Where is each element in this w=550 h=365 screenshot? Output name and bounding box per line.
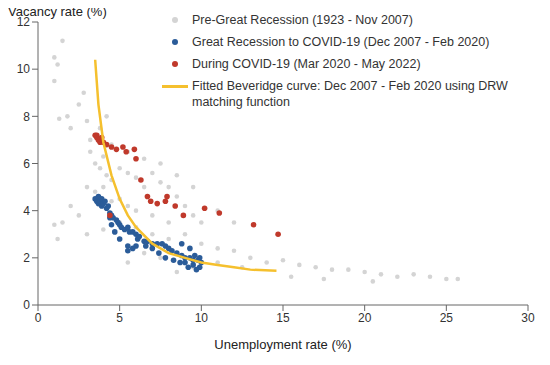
svg-text:Unemployment rate (%): Unemployment rate (%) <box>214 337 351 352</box>
svg-text:0: 0 <box>35 311 42 325</box>
html-text:During COVID-19 (Mar 2020 - Ma: During COVID-19 (Mar 2020 - May 2022) <box>192 57 421 71</box>
svg-text:2: 2 <box>23 251 30 265</box>
svg-text:25: 25 <box>440 311 454 325</box>
svg-text:10: 10 <box>195 311 209 325</box>
html-text:Pre-Great Recession (1923 - No: Pre-Great Recession (1923 - Nov 2007) <box>192 13 413 27</box>
html-text:Fitted Beveridge curve: Dec 20: Fitted Beveridge curve: Dec 2007 - Feb 2… <box>192 79 508 109</box>
svg-text:30: 30 <box>521 311 535 325</box>
svg-text:6: 6 <box>23 157 30 171</box>
svg-text:8: 8 <box>23 110 30 124</box>
html-text:Vacancy rate (%): Vacancy rate (%) <box>8 4 107 19</box>
html-text:Great Recession to COVID-19 (D: Great Recession to COVID-19 (Dec 2007 - … <box>192 35 490 49</box>
svg-text:0: 0 <box>23 298 30 312</box>
svg-text:20: 20 <box>358 311 372 325</box>
svg-text:4: 4 <box>23 204 30 218</box>
svg-text:12: 12 <box>16 15 30 30</box>
svg-text:10: 10 <box>17 62 31 76</box>
svg-text:5: 5 <box>116 311 123 325</box>
svg-text:15: 15 <box>276 311 290 325</box>
